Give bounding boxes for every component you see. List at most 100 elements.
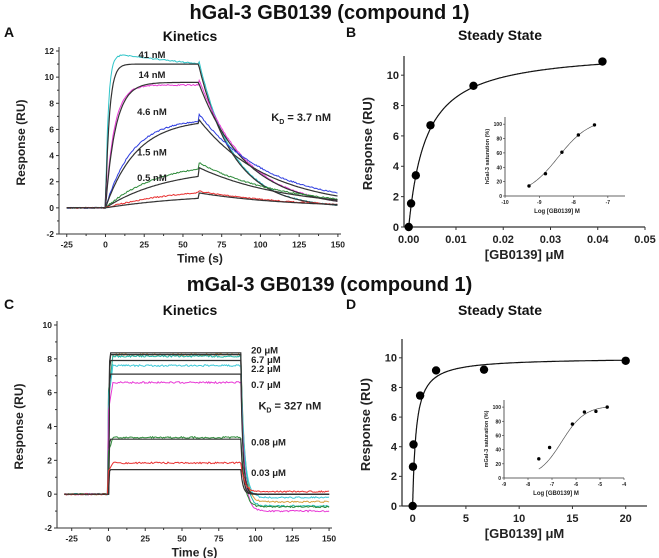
panel-b-x-tick-label: 0.01 xyxy=(445,234,466,246)
panel-a-data-curve xyxy=(66,112,338,209)
panel-c-y-tick-label: 2 xyxy=(47,455,52,465)
panel-d-y-tick-label: 6 xyxy=(391,412,397,424)
panel-b-y-tick-label: 2 xyxy=(393,191,399,203)
panel-d-fit-curve xyxy=(412,359,626,506)
panel-d-x-tick-label: 20 xyxy=(620,513,632,525)
panel-d-data-point xyxy=(621,356,630,365)
panel-b-data-point xyxy=(426,121,435,130)
panel-d-data-point xyxy=(415,391,425,400)
panel-b-y-tick-label: 10 xyxy=(387,70,399,82)
panel-d-data-point xyxy=(408,501,417,511)
panel-d-inset-y-tick-label: 0 xyxy=(498,476,501,482)
panel-a-y-tick-label: 2 xyxy=(49,177,54,187)
panel-b-fit-curve xyxy=(408,63,603,228)
row-title-hgal3: hGal-3 GB0139 (compound 1) xyxy=(189,2,470,24)
panel-b-inset-x-tick-label: -8 xyxy=(571,200,576,206)
panel-c-fit-curve xyxy=(64,438,330,495)
panel-d-inset-y-tick-label: 100 xyxy=(493,405,502,411)
panel-b-inset-x-tick-label: -7 xyxy=(606,200,611,206)
panel-d-x-axis-label: [GB0139] μM xyxy=(485,526,564,541)
panel-a-fit-curve xyxy=(66,118,338,209)
panel-c-x-tick-label: 125 xyxy=(285,534,299,544)
panel-b-inset-fit-curve xyxy=(528,125,595,186)
panel-letter-c: C xyxy=(4,296,15,312)
row-title-mgal3: mGal-3 GB0139 (compound 1) xyxy=(186,274,473,296)
panel-d-title: Steady State xyxy=(457,302,543,318)
panel-d-y-tick-label: 4 xyxy=(391,442,398,454)
panel-d-y-tick-label: 2 xyxy=(391,471,397,483)
panel-b-y-tick-label: 4 xyxy=(393,161,400,173)
panel-d-x-tick-label: 15 xyxy=(566,513,578,525)
panel-d-inset-x-tick-label: -7 xyxy=(550,482,555,488)
panel-c-series-label: 0.7 μM xyxy=(251,380,281,391)
panel-a-y-tick-label: 10 xyxy=(45,72,55,82)
panel-c-series-label: 0.03 μM xyxy=(251,468,286,479)
panel-a-kd-annotation: KD = 3.7 nM xyxy=(271,112,331,126)
panel-a-data-curve xyxy=(66,162,338,209)
panel-c-series xyxy=(64,359,330,499)
panel-a-x-tick-label: 100 xyxy=(253,240,267,250)
panel-b-inset-x-axis-label: Log [GB0139] M xyxy=(534,209,580,215)
panel-a-x-tick-label: 125 xyxy=(292,240,306,250)
panel-c-title: Kinetics xyxy=(162,302,218,318)
panel-b-y-axis-label: Response (RU) xyxy=(360,97,375,190)
panel-b-data-point xyxy=(406,199,416,208)
panel-c-series-label: 6.7 μM xyxy=(251,355,281,366)
panel-a-series-label: 14 nM xyxy=(138,70,165,81)
panel-c-data-curve xyxy=(64,380,330,513)
panel-b-data-point xyxy=(598,57,607,66)
panel-d-inset-x-tick-label: -6 xyxy=(574,482,579,488)
panel-a-series-label: 4.6 nM xyxy=(137,107,167,118)
panel-b-inset-data-point xyxy=(560,150,564,154)
panel-d-x-tick-label: 10 xyxy=(513,513,525,525)
panel-c-kd-annotation: KD = 327 nM xyxy=(258,401,321,415)
panel-b-title: Steady State xyxy=(457,27,543,43)
panel-d-inset-y-tick-label: 40 xyxy=(495,448,501,454)
panel-d-inset-data-point xyxy=(594,409,598,414)
panel-a-data-curve xyxy=(66,78,338,209)
panel-d-inset-data-point xyxy=(547,445,552,450)
panel-a-series xyxy=(66,112,338,209)
panel-b-x-tick-label: 0.05 xyxy=(634,234,655,246)
panel-d-inset-x-tick-label: -5 xyxy=(598,482,603,488)
panel-d-data-point xyxy=(479,365,489,374)
panel-b-inset-x-tick-label: -10 xyxy=(501,200,508,206)
panel-c-data-curve xyxy=(64,353,330,504)
panel-a-y-tick-label: 0 xyxy=(49,203,54,213)
panel-a-y-tick-label: 8 xyxy=(49,98,54,108)
panel-b-inset-y-tick-label: 20 xyxy=(496,180,502,186)
panel-a-fit-curve xyxy=(66,81,338,209)
panel-a-series xyxy=(66,78,338,209)
panel-d-inset-x-tick-label: -9 xyxy=(502,482,507,488)
panel-b-inset-x-tick-label: -9 xyxy=(537,200,542,206)
panel-b-inset-data-point xyxy=(592,123,597,127)
panel-c-plot: -2 0 2 4 6 8 10 -25 0 25 50 75 100 125 150 Time (s) Resp… xyxy=(12,320,336,558)
panel-c-series-label: 2.2 μM xyxy=(251,364,281,375)
panel-b-inset-y-tick-label: 80 xyxy=(496,137,502,143)
panel-b-inset-y-tick-label: 40 xyxy=(496,165,502,171)
panel-b-x-axis-label: [GB0139] μM xyxy=(485,247,564,262)
panel-c-data-curve xyxy=(64,461,330,496)
panel-a-fit-curve xyxy=(66,192,338,209)
panel-a-series-label: 41 nM xyxy=(138,50,165,61)
panel-b-inset-data-point xyxy=(576,133,581,137)
panel-a-x-tick-label: 25 xyxy=(139,240,149,250)
panel-d-inset-y-axis-label: mGal-3 saturation (%) xyxy=(484,410,490,467)
panel-c-x-tick-label: 75 xyxy=(214,534,224,544)
panel-d-inset-data-point xyxy=(605,405,609,409)
panel-c-x-tick-label: 0 xyxy=(106,534,111,544)
panel-d-y-tick-label: 10 xyxy=(385,353,397,365)
panel-d-inset-data-point xyxy=(570,422,575,426)
panel-a-plot: -2 0 2 4 6 8 10 12 -25 0 25 50 75 100 125 150 Time (s) Re… xyxy=(14,46,345,266)
panel-c-y-tick-label: 4 xyxy=(47,421,52,431)
panel-b-inset-data-point xyxy=(543,172,548,176)
panel-a-series xyxy=(66,190,338,209)
panel-d-data-point xyxy=(408,462,418,471)
panel-c-y-axis-label: Response (RU) xyxy=(12,383,26,469)
panel-b-x-tick-label: 0.02 xyxy=(493,234,514,246)
panel-c-series xyxy=(64,354,330,508)
panel-c-data-curve xyxy=(64,354,330,508)
panel-d-x-tick-label: 0 xyxy=(410,513,416,525)
